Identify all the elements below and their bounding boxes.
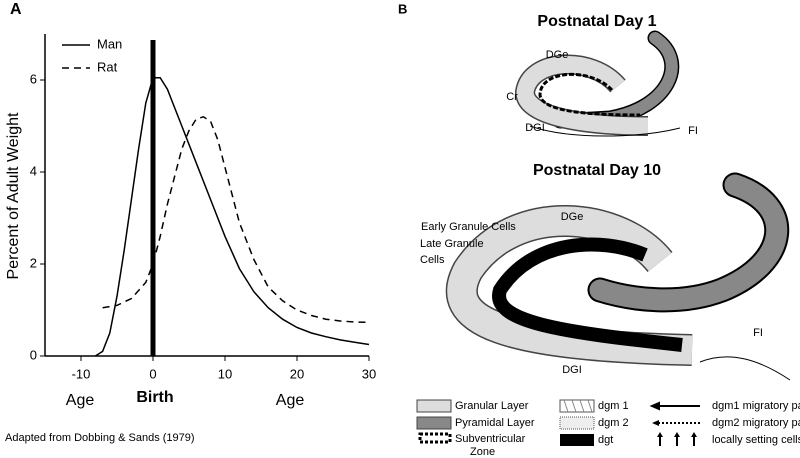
panel-label: A [10,1,22,18]
legend-arrow [659,436,695,446]
panel-b: B Postnatal Day 1 DGe Cr DGI FI Postnata… [398,1,800,457]
diagram-title: Postnatal Day 10 [533,162,661,179]
pyramidal-layer [589,174,787,311]
granular-layer [516,56,649,135]
panel-label: B [398,1,407,16]
line-series [102,115,370,324]
legend-label: Zone [470,446,495,458]
legend-label: Granular Layer [455,400,529,412]
legend-label: dgm 2 [598,417,629,429]
x-tick-label: -10 [72,366,91,381]
diagram-title: Postnatal Day 1 [537,13,656,30]
legend-label: Subventricular [455,433,526,445]
region-label: FI [753,327,763,339]
x-tick-label: 0 [149,366,156,381]
source-note: Adapted from Dobbing & Sands (1979) [5,432,195,444]
legend-label: dgm1 migratory path [712,400,800,412]
legend-swatch [559,399,595,413]
legend-label: locally setting cells [712,434,800,446]
x-tick-label: 20 [290,366,304,381]
legend-label: dgm 1 [598,400,629,412]
legend-label: Rat [97,59,118,74]
y-axis-label: Percent of Adult Weight [5,112,22,279]
line-series [94,76,370,357]
cell-label: Early Granule Cells [421,221,516,233]
legend-swatch [416,416,452,430]
legend-swatch [560,434,594,446]
region-label: FI [688,125,698,137]
cell-label: Late Granule [420,238,484,250]
x-axis-label: Age [276,392,305,409]
x-axis-label: Age [66,392,95,409]
x-tick-label: 30 [362,366,376,381]
legend-arrow [649,401,700,411]
region-label: DGI [562,364,582,376]
region-label: DGe [546,49,569,61]
region-label: Cr [506,91,518,103]
legend-label: Pyramidal Layer [455,417,535,429]
x-tick-label: 10 [218,366,232,381]
fimbria [529,125,681,137]
legend-swatch [418,432,452,444]
fimbria [699,356,791,381]
birth-label: Birth [136,389,173,406]
granular-layer [447,206,693,365]
legend-swatch [416,399,452,413]
legend-label: dgt [598,434,613,446]
y-tick-label: 0 [30,347,37,362]
legend-arrow [652,420,659,426]
legend-swatch [559,416,595,430]
legend-hatch [563,399,593,413]
y-tick-label: 4 [30,163,37,178]
subventricular-zone [538,72,641,117]
dgt [492,237,683,352]
region-label: DGe [561,211,584,223]
y-tick-label: 6 [30,71,37,86]
legend-label: dgm2 migratory path [712,417,800,429]
y-tick-label: 2 [30,255,37,270]
cell-label: Cells [420,254,445,266]
legend-arrow [657,432,697,437]
legend-label: Man [97,36,122,51]
region-label: DGI [525,122,545,134]
